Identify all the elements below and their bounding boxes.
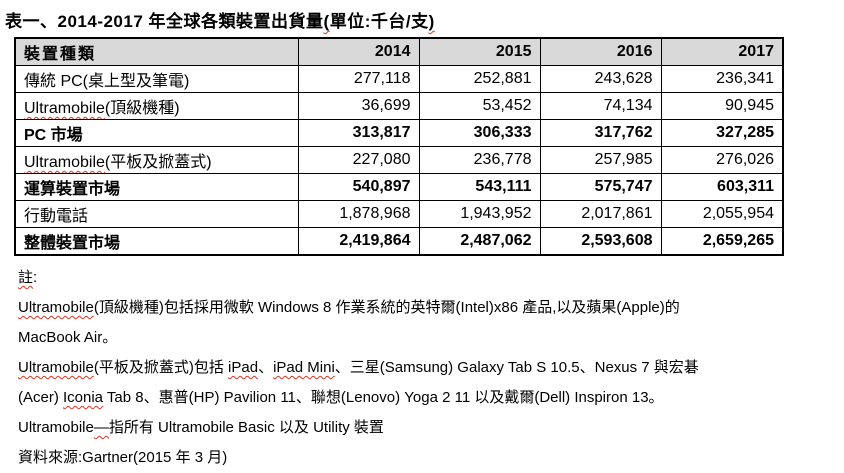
- header-device-type: 裝置種類: [14, 37, 299, 66]
- device-type-text: (頂級機種): [104, 100, 180, 117]
- note-text: Ultramobile: [18, 419, 94, 436]
- note-text: (Acer): [18, 389, 63, 406]
- title-segment: ): [428, 12, 435, 31]
- note-text: —: [93, 419, 109, 436]
- note-text: 、三星(Samsung) Galaxy Tab S 10.5、Nexus 7 與…: [334, 359, 699, 376]
- value-cell: 257,985: [539, 146, 662, 174]
- device-type-cell: Ultramobile(平板及掀蓋式): [14, 146, 299, 174]
- value-cell: 276,026: [660, 146, 784, 174]
- value-cell: 2,593,608: [539, 227, 662, 256]
- note-line: Ultramobile—指所有 Ultramobile Basic 以及 Uti…: [18, 413, 844, 443]
- value-cell: 236,778: [418, 146, 541, 174]
- value-cell: 53,452: [418, 92, 541, 120]
- note-line: MacBook Air。: [18, 323, 844, 353]
- device-type-cell: 行動電話: [14, 200, 299, 228]
- value-cell: 227,080: [297, 146, 420, 174]
- note-text: Ultramobile: [18, 299, 94, 316]
- note-text: 資料來源:Gartner(2015 年 3 月): [18, 449, 228, 466]
- table-row: Ultramobile(平板及掀蓋式) 227,080 236,778 257,985…: [14, 146, 784, 174]
- note-text: (頂級機種)包括採用微軟 Windows 8 作業系統的英特爾(Intel)x8…: [93, 299, 680, 316]
- table-row: 運算裝置市場 540,897 543,111 575,747 603,311: [14, 173, 784, 201]
- device-type-text: Ultramobile: [24, 100, 105, 117]
- value-cell: 243,628: [539, 65, 662, 93]
- value-cell: 90,945: [660, 92, 784, 120]
- note-line: Ultramobile(頂級機種)包括採用微軟 Windows 8 作業系統的英…: [18, 293, 844, 323]
- value-cell: 74,134: [539, 92, 662, 120]
- value-cell: 327,285: [660, 119, 784, 147]
- note-line: (Acer) Iconia Tab 8、惠普(HP) Pavilion 11、聯…: [18, 383, 844, 413]
- note-line: Ultramobile(平板及掀蓋式)包括 iPad、iPad Mini、三星(…: [18, 353, 844, 383]
- title-segment: (: [323, 12, 330, 31]
- note-text: Tab 8、惠普(HP) Pavilion 11、聯想(Lenovo) Yoga…: [103, 389, 664, 406]
- note-text: iPad Mini: [273, 359, 335, 376]
- value-cell: 2,659,265: [660, 227, 784, 256]
- note-text: 註: [18, 269, 34, 286]
- device-shipments-table: 裝置種類 2014 2015 2016 2017 傳統 PC(桌上型及筆電) 27…: [14, 37, 784, 256]
- table-title: 表一、2014-2017 年全球各類裝置出貨量(單位:千台/支): [5, 7, 844, 32]
- device-type-text: PC 市場: [24, 127, 83, 144]
- notes-section: 註: Ultramobile(頂級機種)包括採用微軟 Windows 8 作業系統…: [18, 263, 844, 473]
- table-header-row: 裝置種類 2014 2015 2016 2017: [14, 37, 784, 66]
- device-type-cell: 傳統 PC(桌上型及筆電): [14, 65, 299, 93]
- value-cell: 540,897: [297, 173, 420, 201]
- note-text: (平板及掀蓋式)包括: [93, 359, 229, 376]
- value-cell: 2,055,954: [660, 200, 784, 228]
- device-type-text: 整體裝置市場: [24, 235, 121, 252]
- value-cell: 277,118: [297, 65, 420, 93]
- value-cell: 543,111: [418, 173, 541, 201]
- device-type-text: 運算裝置市場: [24, 181, 121, 198]
- note-line: 資料來源:Gartner(2015 年 3 月): [18, 443, 844, 473]
- header-year-2016: 2016: [539, 37, 662, 66]
- header-year-2017: 2017: [660, 37, 784, 66]
- table-row: 傳統 PC(桌上型及筆電) 277,118 252,881 243,628 236,34…: [14, 65, 784, 93]
- value-cell: 1,878,968: [297, 200, 420, 228]
- device-type-text: 傳統 PC(桌上型及筆電): [24, 73, 190, 90]
- value-cell: 2,487,062: [418, 227, 541, 256]
- device-type-cell: 運算裝置市場: [14, 173, 299, 201]
- device-type-text: (平板及掀蓋式): [104, 154, 212, 171]
- value-cell: 575,747: [539, 173, 662, 201]
- device-type-cell: 整體裝置市場: [14, 227, 299, 256]
- value-cell: 36,699: [297, 92, 420, 120]
- value-cell: 2,419,864: [297, 227, 420, 256]
- note-text: MacBook Air。: [18, 329, 118, 346]
- note-line: 註:: [18, 263, 844, 293]
- value-cell: 236,341: [660, 65, 784, 93]
- value-cell: 603,311: [660, 173, 784, 201]
- note-text: 指所有 Ultramobile Basic 以及 Utility 裝置: [108, 419, 384, 436]
- note-text: iPad: [228, 359, 259, 376]
- header-year-2015: 2015: [418, 37, 541, 66]
- table-row: 行動電話 1,878,968 1,943,952 2,017,861 2,055,954: [14, 200, 784, 228]
- value-cell: 2,017,861: [539, 200, 662, 228]
- table-row: PC 市場 313,817 306,333 317,762 327,285: [14, 119, 784, 147]
- note-text: :: [33, 269, 38, 286]
- table-row: Ultramobile(頂級機種) 36,699 53,452 74,134 90,94…: [14, 92, 784, 120]
- note-text: Ultramobile: [18, 359, 94, 376]
- table-row: 整體裝置市場 2,419,864 2,487,062 2,593,608 2,659,2…: [14, 227, 784, 256]
- header-year-2014: 2014: [297, 37, 420, 66]
- value-cell: 306,333: [418, 119, 541, 147]
- title-segment: 單位:千台/支: [329, 12, 429, 31]
- title-segment: 表一、2014-2017 年全球各類裝置出貨量: [5, 12, 324, 31]
- value-cell: 313,817: [297, 119, 420, 147]
- device-type-text: Ultramobile: [24, 154, 105, 171]
- value-cell: 317,762: [539, 119, 662, 147]
- device-type-cell: PC 市場: [14, 119, 299, 147]
- note-text: Iconia: [63, 389, 104, 406]
- value-cell: 1,943,952: [418, 200, 541, 228]
- device-type-cell: Ultramobile(頂級機種): [14, 92, 299, 120]
- note-text: 、: [258, 359, 274, 376]
- value-cell: 252,881: [418, 65, 541, 93]
- device-type-text: 行動電話: [24, 208, 89, 225]
